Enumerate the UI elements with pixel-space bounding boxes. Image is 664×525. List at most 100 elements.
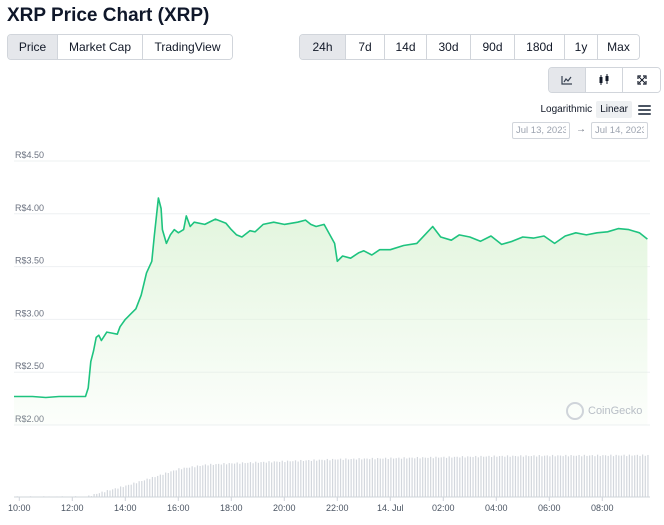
- volume-bar: [231, 463, 233, 497]
- volume-bar: [350, 458, 352, 497]
- volume-bar: [159, 474, 161, 497]
- volume-bar: [276, 461, 278, 497]
- volume-bar: [477, 457, 479, 497]
- range-180d-button[interactable]: 180d: [515, 35, 565, 59]
- volume-bar: [281, 460, 283, 497]
- time-range-tabs: 24h 7d 14d 30d 90d 180d 1y Max: [299, 34, 640, 60]
- volume-bar: [512, 455, 514, 497]
- volume-bar: [268, 461, 270, 497]
- range-90d-button[interactable]: 90d: [471, 35, 515, 59]
- volume-bar: [210, 463, 212, 497]
- volume-bar: [138, 481, 140, 497]
- volume-bar: [249, 462, 252, 497]
- volume-bar: [496, 456, 498, 497]
- volume-bar: [371, 457, 373, 497]
- volume-bar: [562, 456, 564, 497]
- volume-bar: [104, 492, 106, 497]
- tab-market-cap[interactable]: Market Cap: [58, 35, 143, 59]
- volume-bar: [411, 457, 413, 497]
- fullscreen-button[interactable]: [623, 68, 660, 92]
- volume-bar: [636, 454, 638, 497]
- linear-option[interactable]: Linear: [596, 101, 632, 118]
- volume-bar: [114, 488, 116, 497]
- volume-bar: [265, 462, 267, 497]
- y-tick-label: R$4.00: [15, 203, 44, 213]
- volume-bar: [406, 458, 408, 497]
- range-14d-button[interactable]: 14d: [385, 35, 427, 59]
- volume-bar: [459, 457, 461, 497]
- logarithmic-option[interactable]: Logarithmic: [540, 104, 593, 115]
- range-max-button[interactable]: Max: [598, 35, 639, 59]
- volume-bar: [162, 474, 164, 497]
- tab-tradingview[interactable]: TradingView: [143, 35, 232, 59]
- volume-bar: [440, 457, 442, 497]
- volume-bar: [530, 456, 532, 497]
- x-tick-label: 06:00: [538, 503, 561, 513]
- volume-bar: [403, 457, 405, 497]
- tab-price[interactable]: Price: [8, 35, 58, 59]
- volume-bar: [342, 459, 344, 497]
- line-chart-button[interactable]: [549, 68, 586, 92]
- volume-bar: [247, 462, 249, 497]
- volume-bar: [300, 459, 302, 497]
- candlestick-button[interactable]: [586, 68, 623, 92]
- volume-bar: [464, 457, 466, 497]
- volume-bar: [321, 459, 323, 497]
- volume-bar: [183, 467, 185, 497]
- volume-bar: [236, 462, 238, 497]
- range-30d-button[interactable]: 30d: [427, 35, 471, 59]
- volume-bar: [212, 464, 214, 497]
- coingecko-watermark: CoinGecko: [566, 402, 642, 420]
- volume-bar: [165, 472, 167, 497]
- volume-bar: [101, 491, 103, 497]
- volume-bar: [337, 459, 339, 497]
- volume-bar: [305, 460, 307, 497]
- volume-bar: [379, 458, 381, 497]
- x-tick-label: 16:00: [167, 503, 190, 513]
- volume-bar: [106, 490, 108, 497]
- date-to-input[interactable]: [591, 122, 648, 139]
- y-tick-label: R$3.50: [15, 256, 44, 266]
- volume-bar: [339, 458, 342, 497]
- range-24h-button[interactable]: 24h: [300, 35, 346, 59]
- y-tick-label: R$3.00: [15, 308, 44, 318]
- volume-bar: [199, 466, 201, 497]
- volume-bar: [170, 471, 172, 497]
- volume-bar: [149, 479, 151, 497]
- range-1y-button[interactable]: 1y: [565, 35, 598, 59]
- volume-bar: [332, 458, 334, 497]
- range-7d-button[interactable]: 7d: [346, 35, 385, 59]
- volume-bar: [130, 484, 132, 497]
- volume-bar: [578, 454, 580, 497]
- volume-bar: [374, 459, 376, 497]
- volume-bar: [239, 463, 241, 497]
- volume-bar: [186, 467, 188, 497]
- volume-bar: [257, 462, 259, 497]
- date-from-input[interactable]: [512, 122, 570, 139]
- volume-bar: [506, 455, 509, 497]
- volume-bar: [623, 454, 625, 497]
- volume-bar: [369, 459, 371, 497]
- volume-bar: [575, 455, 577, 497]
- hamburger-menu-icon[interactable]: [638, 104, 651, 115]
- volume-bar: [453, 456, 456, 497]
- volume-bar: [626, 456, 628, 497]
- volume-bar: [522, 456, 524, 497]
- volume-bar: [620, 455, 623, 497]
- x-tick-label: 22:00: [326, 503, 349, 513]
- volume-bar: [451, 457, 453, 497]
- volume-bar: [443, 456, 445, 497]
- volume-bar: [112, 489, 114, 497]
- price-line: [14, 197, 648, 399]
- volume-bar: [385, 457, 387, 497]
- volume-bar: [284, 462, 286, 497]
- volume-bar: [358, 458, 360, 497]
- volume-bar: [279, 461, 281, 497]
- volume-bar: [438, 457, 440, 497]
- volume-bar: [363, 458, 365, 497]
- volume-bar: [461, 456, 464, 497]
- fullscreen-icon: [636, 75, 647, 85]
- volume-bar: [414, 458, 416, 497]
- volume-bar: [491, 457, 493, 497]
